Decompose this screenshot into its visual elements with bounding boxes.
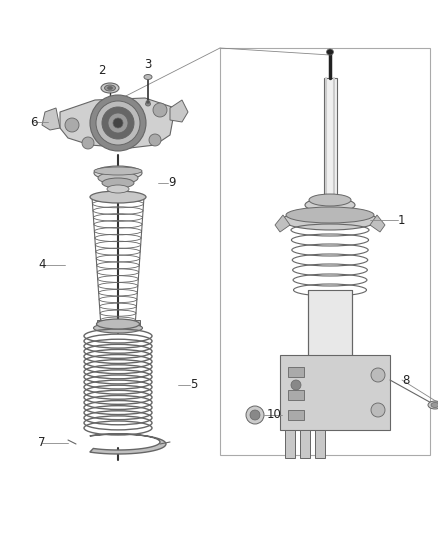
- Bar: [288, 390, 304, 400]
- Text: 10: 10: [267, 408, 282, 422]
- Bar: [285, 430, 295, 458]
- Text: 3: 3: [144, 59, 152, 71]
- Text: 9: 9: [168, 176, 176, 190]
- Ellipse shape: [94, 167, 142, 175]
- Bar: [97, 320, 140, 328]
- Ellipse shape: [326, 49, 333, 55]
- Text: 1: 1: [398, 214, 406, 227]
- Ellipse shape: [102, 178, 134, 188]
- Ellipse shape: [286, 207, 374, 223]
- Ellipse shape: [431, 402, 438, 408]
- Bar: [288, 367, 304, 377]
- Ellipse shape: [144, 75, 152, 79]
- Circle shape: [246, 406, 264, 424]
- Circle shape: [102, 107, 134, 139]
- Ellipse shape: [305, 198, 355, 212]
- Circle shape: [90, 95, 146, 151]
- Circle shape: [108, 113, 128, 133]
- Text: 4: 4: [38, 259, 46, 271]
- Circle shape: [153, 103, 167, 117]
- Polygon shape: [170, 100, 188, 122]
- Ellipse shape: [309, 194, 351, 206]
- Ellipse shape: [107, 185, 129, 193]
- Circle shape: [149, 134, 161, 146]
- Text: 8: 8: [402, 374, 410, 386]
- Polygon shape: [42, 108, 60, 130]
- Ellipse shape: [428, 401, 438, 409]
- Polygon shape: [275, 215, 290, 232]
- Ellipse shape: [146, 101, 150, 103]
- Circle shape: [291, 380, 301, 390]
- Ellipse shape: [96, 319, 139, 329]
- Ellipse shape: [101, 83, 119, 93]
- Bar: [324, 78, 337, 210]
- Bar: [288, 410, 304, 420]
- Ellipse shape: [93, 323, 142, 333]
- Bar: [309, 290, 351, 360]
- Circle shape: [250, 410, 260, 420]
- Circle shape: [82, 137, 94, 149]
- Ellipse shape: [94, 166, 142, 180]
- Ellipse shape: [90, 191, 146, 203]
- Polygon shape: [370, 215, 385, 232]
- Circle shape: [65, 118, 79, 132]
- Ellipse shape: [145, 102, 151, 106]
- Ellipse shape: [107, 86, 113, 90]
- Polygon shape: [280, 355, 390, 430]
- Polygon shape: [90, 434, 166, 454]
- Bar: [308, 290, 352, 360]
- Bar: [315, 430, 325, 458]
- Text: 5: 5: [190, 378, 198, 392]
- Circle shape: [371, 403, 385, 417]
- Ellipse shape: [105, 85, 116, 91]
- Text: 7: 7: [38, 437, 46, 449]
- Polygon shape: [60, 98, 175, 148]
- Text: 6: 6: [30, 116, 38, 128]
- Circle shape: [113, 118, 123, 128]
- Circle shape: [96, 101, 140, 145]
- Bar: [300, 430, 310, 458]
- Ellipse shape: [283, 210, 378, 230]
- Circle shape: [371, 368, 385, 382]
- Ellipse shape: [98, 172, 138, 184]
- Text: 2: 2: [98, 63, 106, 77]
